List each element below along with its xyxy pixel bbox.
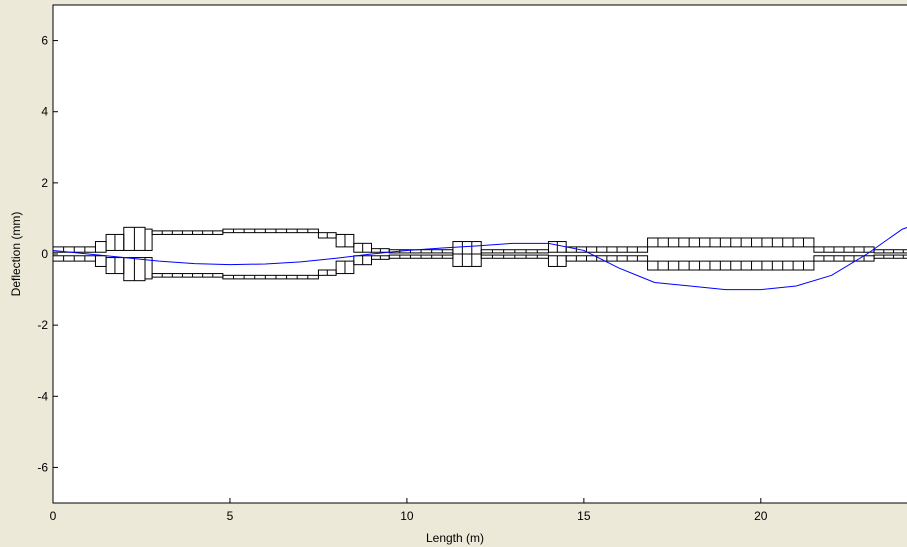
rotor-segment bbox=[222, 228, 319, 234]
y-tick-label: -2 bbox=[37, 318, 48, 332]
y-tick-label: 4 bbox=[41, 105, 48, 119]
plot-area bbox=[52, 226, 907, 291]
rotor-segment bbox=[144, 228, 153, 251]
x-tick-label: 5 bbox=[227, 509, 234, 523]
rotor-segment bbox=[452, 253, 482, 267]
x-tick-label: 15 bbox=[577, 509, 591, 523]
x-tick-label: 20 bbox=[754, 509, 768, 523]
y-tick-label: 0 bbox=[41, 247, 48, 261]
x-axis-label: Length (m) bbox=[426, 531, 484, 545]
y-tick-label: -4 bbox=[37, 389, 48, 403]
x-tick-label: 0 bbox=[50, 509, 57, 523]
rotor-segment bbox=[222, 274, 319, 280]
rotor-segment bbox=[144, 257, 153, 280]
y-tick-label: -6 bbox=[37, 460, 48, 474]
y-tick-label: 6 bbox=[41, 34, 48, 48]
y-tick-label: 2 bbox=[41, 176, 48, 190]
y-axis-label: Deflection (mm) bbox=[9, 212, 23, 297]
x-tick-label: 10 bbox=[400, 509, 414, 523]
deflection-line bbox=[52, 227, 907, 291]
